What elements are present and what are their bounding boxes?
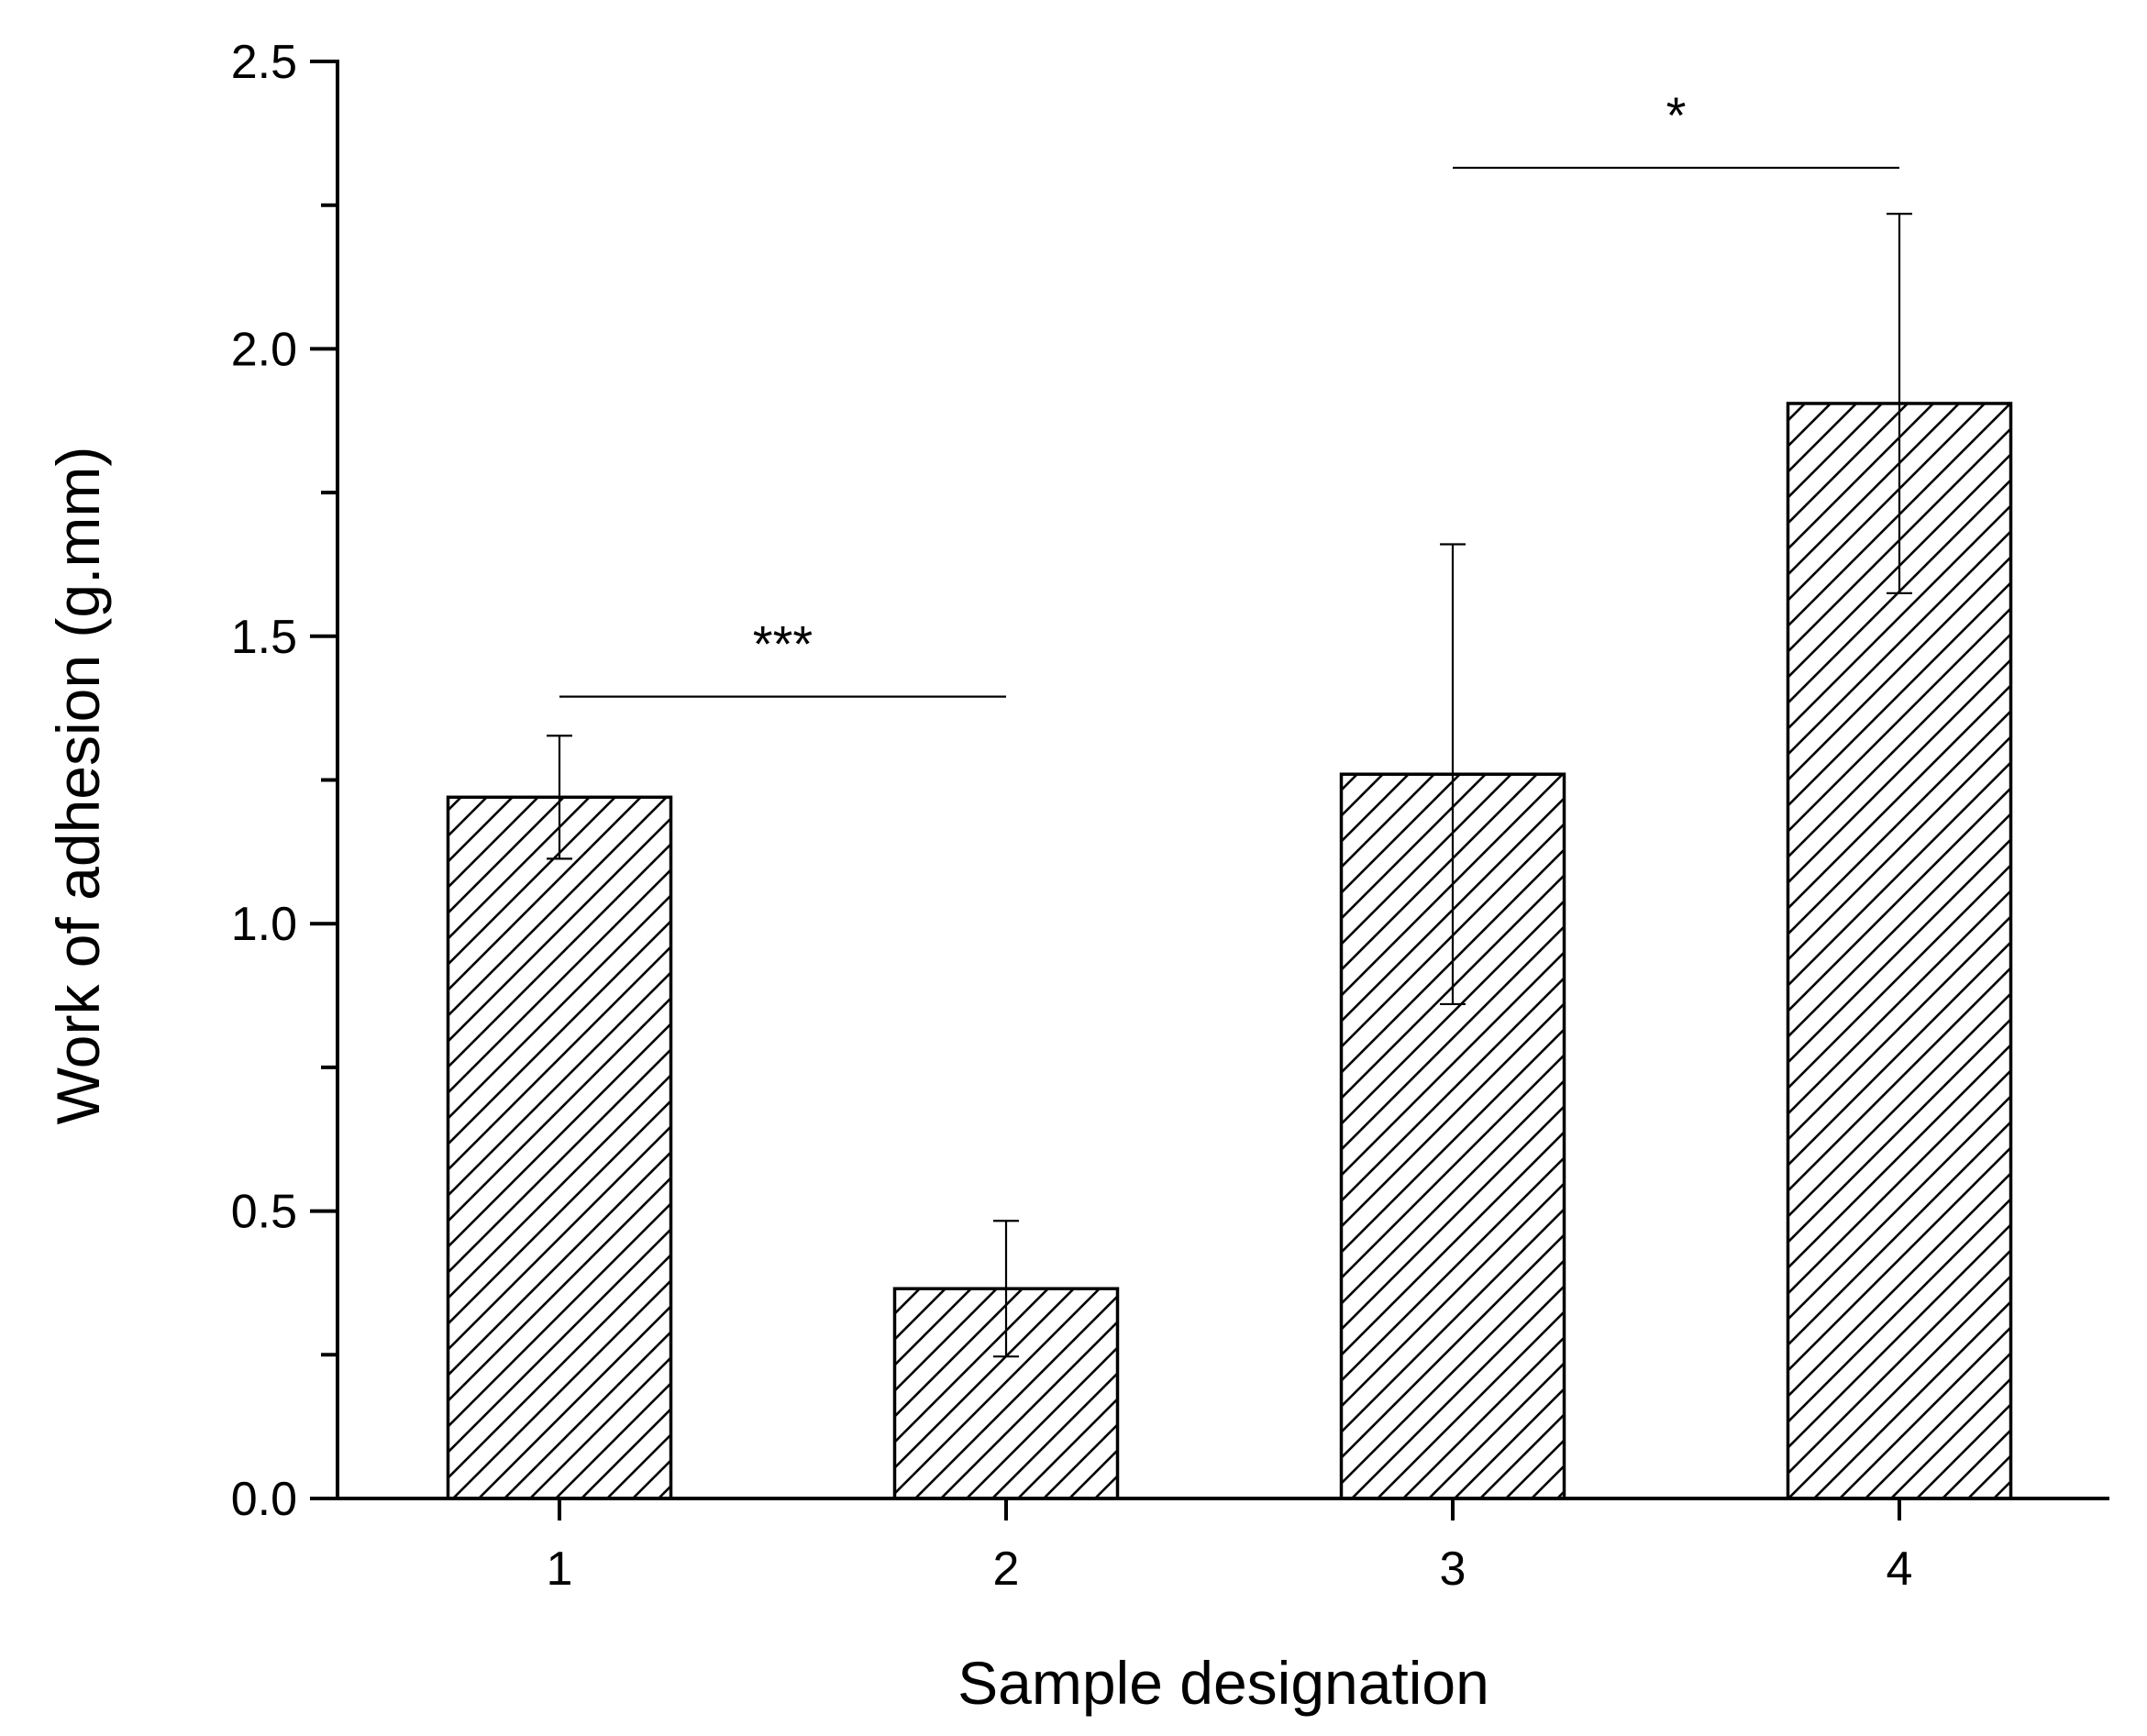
y-tick-label: 2.0 (231, 323, 297, 376)
y-tick-label: 0.0 (231, 1473, 297, 1526)
y-tick-label: 2.5 (231, 36, 297, 89)
y-tick-label: 1.0 (231, 898, 297, 951)
error-bar-2 (993, 1220, 1019, 1358)
y-tick-label: 1.5 (231, 611, 297, 664)
error-bar-1 (547, 735, 572, 860)
axes-layer: 0.0 0.5 1.0 1.5 2.0 2.5 1 2 3 4 (231, 36, 2109, 1596)
x-tick-label: 4 (1887, 1542, 1913, 1596)
y-tick-label: 0.5 (231, 1186, 297, 1239)
x-tick-label: 3 (1440, 1542, 1466, 1596)
error-bars-layer (547, 213, 1912, 1358)
significance-label-2: * (1666, 86, 1687, 144)
x-tick-label: 1 (547, 1542, 573, 1596)
significance-layer: **** (559, 86, 1899, 698)
error-bar-4 (1887, 213, 1912, 594)
x-axis-title: Sample designation (957, 1649, 1489, 1717)
bar-1 (446, 795, 673, 1500)
y-axis-title: Work of adhesion (g.mm) (44, 447, 112, 1125)
error-bar-3 (1440, 543, 1466, 1006)
bars-layer (446, 402, 2013, 1500)
x-tick-label: 2 (993, 1542, 1020, 1596)
significance-label-1: *** (753, 615, 813, 673)
